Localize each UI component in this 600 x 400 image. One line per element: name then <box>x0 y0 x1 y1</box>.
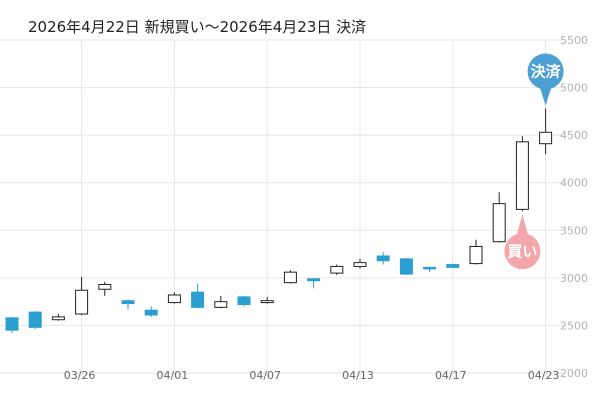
candle <box>260 296 274 304</box>
x-tick-label: 04/17 <box>435 369 467 382</box>
candle <box>51 314 65 321</box>
settle-marker: 決済 <box>527 53 564 106</box>
candle <box>237 295 251 307</box>
candle-body-up <box>98 284 112 290</box>
candle-body-up <box>330 265 344 274</box>
x-tick-label: 04/01 <box>157 369 189 382</box>
candle-body-down <box>144 309 158 316</box>
y-tick-label: 2500 <box>560 319 588 332</box>
candle <box>330 264 344 276</box>
candle <box>214 295 228 309</box>
candle <box>144 306 158 317</box>
y-tick-label: 5500 <box>560 34 588 47</box>
candle <box>283 270 297 284</box>
x-axis-ticks: 03/26 04/01 04/07 04/13 04/17 04/23 <box>64 369 560 382</box>
candle <box>121 299 135 310</box>
candle <box>515 136 529 212</box>
candle-body-up <box>515 141 529 210</box>
chart-title: 2026年4月22日 新規買い～2026年4月23日 決済 <box>28 18 367 36</box>
y-tick-label: 3500 <box>560 224 588 237</box>
candle-body-down <box>191 291 205 308</box>
y-tick-label: 4000 <box>560 177 588 190</box>
candle-body-up <box>539 131 553 145</box>
candle-body-up <box>492 203 506 243</box>
candle-body-down <box>376 255 390 262</box>
marker-circle <box>504 233 541 270</box>
x-tick-label: 04/23 <box>528 369 560 382</box>
marker-pointer <box>516 214 529 237</box>
candle-body-up <box>51 316 65 321</box>
grid <box>0 39 565 380</box>
candle <box>307 277 321 289</box>
candle-body-down <box>423 266 437 270</box>
x-tick-label: 04/07 <box>249 369 281 382</box>
candle-body-down <box>237 296 251 305</box>
candle <box>399 257 413 276</box>
candle-body-up <box>260 300 274 304</box>
marker-label: 決済 <box>531 63 562 81</box>
candle <box>75 276 89 315</box>
candle-body-up <box>469 245 483 265</box>
candle <box>539 108 553 155</box>
candle <box>28 311 42 330</box>
marker-pointer <box>539 86 552 106</box>
candle-body-down <box>121 300 135 305</box>
candle-body-down <box>28 311 42 328</box>
candle <box>492 192 506 243</box>
candle-body-up <box>214 301 228 308</box>
candle-body-down <box>399 258 413 275</box>
x-tick-label: 03/26 <box>64 369 96 382</box>
marker-circle <box>527 53 564 90</box>
candle <box>191 283 205 309</box>
buy-marker: 買い <box>504 214 541 270</box>
trade-markers: 買い 決済 <box>504 53 564 270</box>
y-tick-label: 5000 <box>560 82 588 95</box>
candle-body-down <box>5 317 19 331</box>
candle <box>353 258 367 269</box>
candle-body-up <box>167 294 181 304</box>
candle-body-up <box>353 262 367 267</box>
candle <box>5 316 19 334</box>
x-tick-label: 04/13 <box>342 369 374 382</box>
candle <box>469 239 483 265</box>
candle <box>423 266 437 273</box>
marker-label: 買い <box>507 242 537 260</box>
candles <box>5 108 553 334</box>
y-tick-label: 3000 <box>560 272 588 285</box>
candle <box>167 292 181 304</box>
candle-body-down <box>307 278 321 282</box>
candle-body-up <box>75 289 89 315</box>
candle <box>376 252 390 265</box>
y-tick-label: 4500 <box>560 129 588 142</box>
candle <box>446 263 460 269</box>
candle-body-down <box>446 264 460 268</box>
candle-body-up <box>283 271 297 284</box>
y-tick-label: 2000 <box>560 367 588 380</box>
y-axis-ticks: 2000 2500 3000 3500 4000 4500 5000 5500 <box>560 34 588 380</box>
candle <box>98 281 112 296</box>
